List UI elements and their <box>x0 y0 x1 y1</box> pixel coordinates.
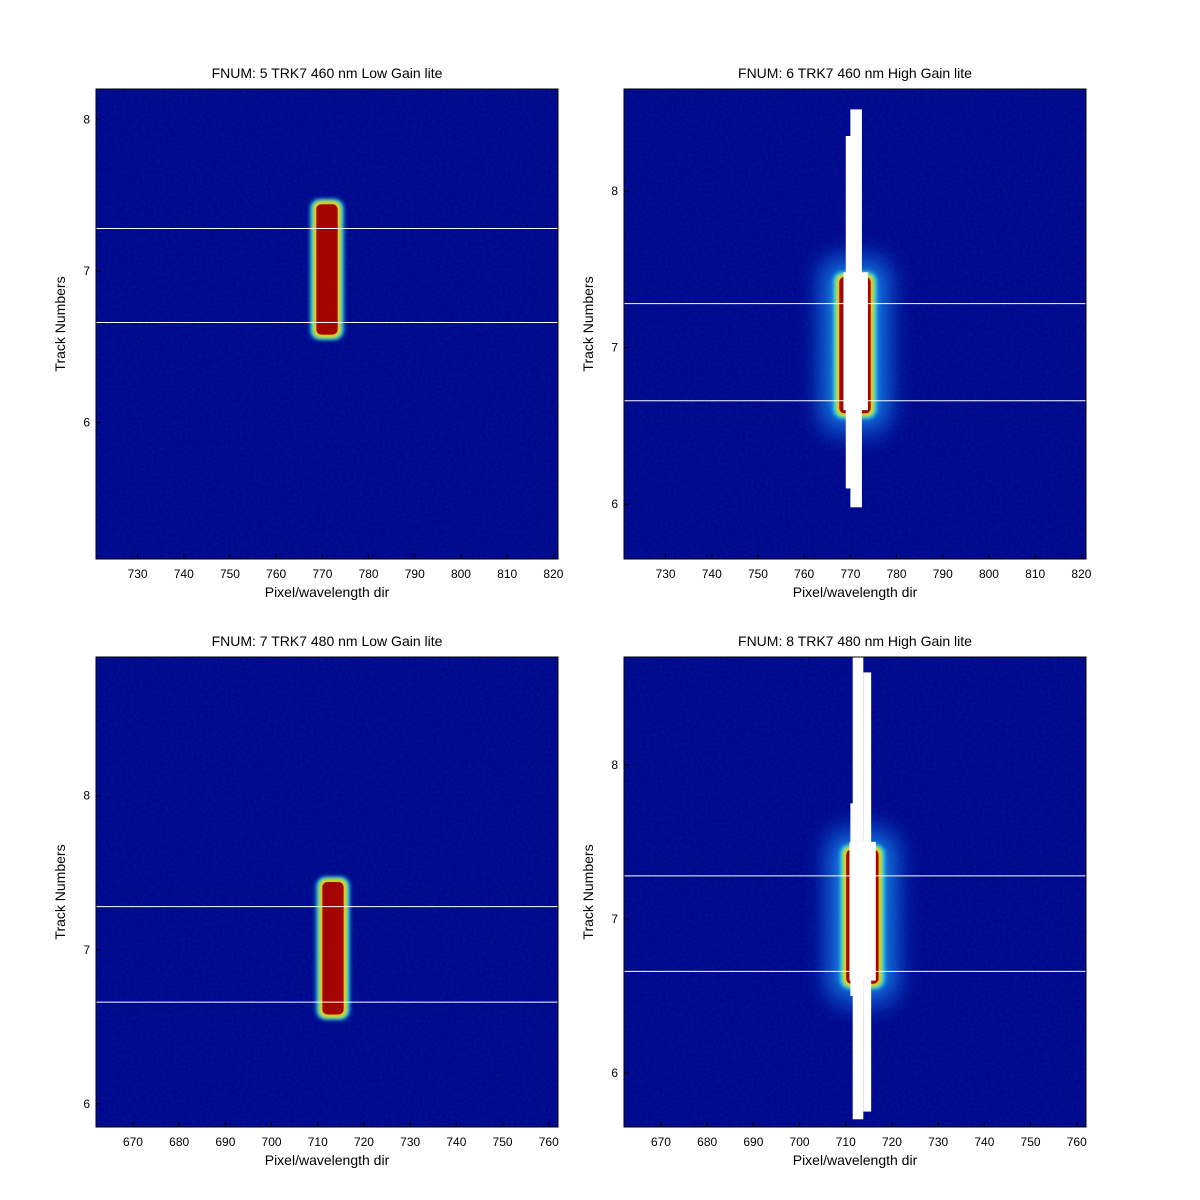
plot-area <box>96 657 558 1127</box>
axes-frame <box>95 656 559 1128</box>
x-tick-label: 750 <box>1021 1135 1041 1149</box>
saturated-region-3 <box>845 136 855 489</box>
plot-area <box>624 89 1086 559</box>
axes-frame <box>623 656 1087 1128</box>
y-axis-label: Track Numbers <box>580 844 596 939</box>
x-tick-label: 740 <box>702 567 722 581</box>
x-tick-label: 730 <box>400 1135 420 1149</box>
y-tick-label: 6 <box>611 497 618 511</box>
x-tick-label: 730 <box>928 1135 948 1149</box>
y-tick-label: 6 <box>83 1097 90 1111</box>
x-tick-label: 720 <box>882 1135 902 1149</box>
x-tick-label: 800 <box>451 567 471 581</box>
heatmap-panel-1: 730 740 750 760 770 780 790 800 810 820 6 7 8 FNUM: 5… <box>52 65 564 600</box>
x-tick-label: 720 <box>354 1135 374 1149</box>
chart-title: FNUM: 5 TRK7 460 nm Low Gain lite <box>212 65 443 81</box>
x-tick-label: 760 <box>794 567 814 581</box>
x-tick-label: 670 <box>651 1135 671 1149</box>
x-tick-label: 730 <box>656 567 676 581</box>
x-tick-label: 770 <box>840 567 860 581</box>
x-axis-label: Pixel/wavelength dir <box>793 1152 918 1168</box>
y-tick-label: 6 <box>611 1066 618 1080</box>
heatmap-panel-4: 670 680 690 700 710 720 730 740 750 760 6 7 8 FNUM: 8… <box>580 633 1087 1168</box>
x-tick-label: 760 <box>539 1135 559 1149</box>
plot-area <box>96 89 558 559</box>
intensity-spot <box>310 199 344 340</box>
x-tick-label: 820 <box>1071 567 1091 581</box>
x-tick-label: 810 <box>1025 567 1045 581</box>
x-axis-label: Pixel/wavelength dir <box>265 1152 390 1168</box>
x-tick-label: 790 <box>405 567 425 581</box>
saturated-region-4 <box>850 803 855 997</box>
y-tick-label: 7 <box>83 943 90 957</box>
x-tick-label: 760 <box>1067 1135 1087 1149</box>
x-tick-label: 750 <box>748 567 768 581</box>
x-tick-label: 790 <box>933 567 953 581</box>
x-axis-label: Pixel/wavelength dir <box>793 584 918 600</box>
y-tick-label: 7 <box>611 912 618 926</box>
y-tick-label: 8 <box>611 184 618 198</box>
y-axis-label: Track Numbers <box>580 276 596 371</box>
x-tick-label: 740 <box>174 567 194 581</box>
x-tick-label: 680 <box>697 1135 717 1149</box>
x-tick-label: 770 <box>312 567 332 581</box>
x-tick-label: 710 <box>836 1135 856 1149</box>
heatmap-panel-3: 670 680 690 700 710 720 730 740 750 760 6 7 8 FNUM: 7… <box>52 633 559 1168</box>
x-tick-label: 760 <box>266 567 286 581</box>
x-tick-label: 780 <box>359 567 379 581</box>
y-tick-label: 8 <box>83 789 90 803</box>
y-tick-label: 6 <box>83 416 90 430</box>
x-tick-label: 810 <box>497 567 517 581</box>
x-tick-label: 740 <box>446 1135 466 1149</box>
plot-area <box>624 657 1086 1127</box>
x-tick-label: 800 <box>979 567 999 581</box>
x-tick-label: 730 <box>128 567 148 581</box>
heatmap-panel-2: 730 740 750 760 770 780 790 800 810 820 6 7 8 FNUM: 6… <box>580 65 1092 600</box>
x-tick-label: 670 <box>123 1135 143 1149</box>
axes-frame <box>623 88 1087 560</box>
y-tick-label: 8 <box>611 758 618 772</box>
y-axis-label: Track Numbers <box>52 844 68 939</box>
x-tick-label: 740 <box>974 1135 994 1149</box>
x-tick-label: 690 <box>743 1135 763 1149</box>
x-tick-label: 820 <box>543 567 563 581</box>
chart-title: FNUM: 7 TRK7 480 nm Low Gain lite <box>212 633 443 649</box>
y-axis-label: Track Numbers <box>52 276 68 371</box>
x-tick-label: 680 <box>169 1135 189 1149</box>
x-axis-label: Pixel/wavelength dir <box>265 584 390 600</box>
axes-frame <box>95 88 559 560</box>
x-tick-label: 750 <box>493 1135 513 1149</box>
x-tick-label: 690 <box>215 1135 235 1149</box>
chart-title: FNUM: 8 TRK7 480 nm High Gain lite <box>738 633 972 649</box>
y-tick-label: 7 <box>83 264 90 278</box>
x-tick-label: 710 <box>308 1135 328 1149</box>
intensity-spot <box>316 876 350 1020</box>
x-tick-label: 780 <box>887 567 907 581</box>
x-tick-label: 700 <box>262 1135 282 1149</box>
x-tick-label: 750 <box>220 567 240 581</box>
y-tick-label: 8 <box>83 112 90 126</box>
x-tick-label: 700 <box>790 1135 810 1149</box>
chart-title: FNUM: 6 TRK7 460 nm High Gain lite <box>738 65 972 81</box>
y-tick-label: 7 <box>611 341 618 355</box>
